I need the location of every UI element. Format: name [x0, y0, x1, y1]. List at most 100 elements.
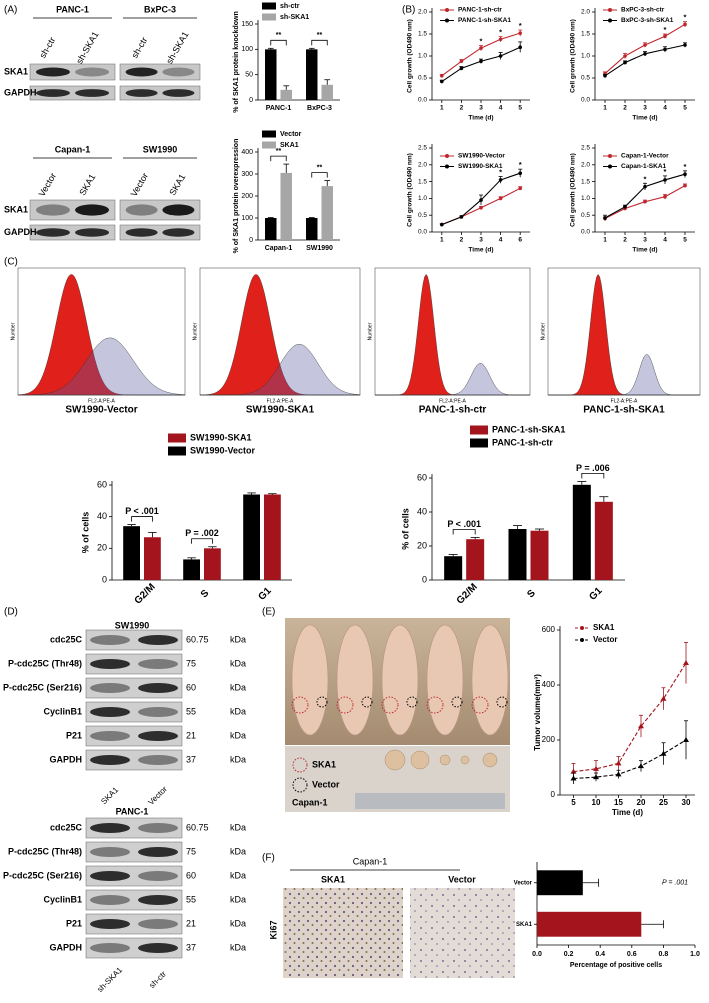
y-tick-label: SKA1	[516, 922, 533, 928]
x-tick-label: 3	[479, 237, 483, 244]
cell-line: SW1990	[143, 144, 178, 154]
y-tick-label: 1.5	[581, 178, 590, 185]
band	[138, 755, 178, 765]
legend-swatch	[262, 141, 276, 149]
band	[90, 683, 130, 693]
size-label: 60.75	[186, 822, 209, 832]
y-tick-label: 0.0	[581, 229, 590, 236]
size-unit: kDa	[230, 658, 246, 668]
marker	[643, 43, 647, 47]
band	[138, 847, 178, 857]
bar	[123, 526, 140, 580]
flow-title: SW1990-SKA1	[246, 405, 315, 416]
legend-label: Vector	[593, 635, 617, 644]
significance-label: *	[684, 162, 687, 171]
row-label: GAPDH	[49, 942, 82, 952]
y-axis-title: % of SKA1 protein overexpression	[233, 139, 240, 254]
marker	[615, 771, 622, 777]
x-tick-label: 5	[571, 798, 576, 807]
y-tick-label: 0	[249, 97, 253, 104]
x-tick-label: 5	[518, 105, 522, 112]
tumor-marker	[336, 696, 354, 714]
size-unit: kDa	[230, 682, 246, 692]
row-label: P-cdc25C (Ser216)	[3, 870, 82, 880]
significance-bracket	[311, 39, 328, 46]
marker	[603, 216, 607, 220]
y-tick-label: 300	[241, 171, 253, 178]
band	[90, 871, 130, 881]
significance-label: *	[644, 174, 647, 183]
legend-circle	[292, 777, 308, 793]
lane-label: sh-ctr	[130, 35, 150, 59]
bar	[572, 484, 591, 580]
size-unit: kDa	[230, 730, 246, 740]
legend-marker	[608, 154, 612, 158]
significance-label: *	[684, 13, 687, 22]
tumor-marker	[316, 696, 328, 708]
marker	[498, 178, 503, 182]
row-label: GAPDH	[4, 87, 37, 97]
size-unit: kDa	[230, 754, 246, 764]
marker	[459, 215, 464, 219]
x-tick-label: S	[525, 588, 538, 601]
panel-label: (A)	[4, 5, 17, 16]
bar	[508, 529, 527, 580]
legend-label: sh-SKA1	[280, 14, 309, 21]
band	[90, 847, 130, 857]
significance-label: *	[499, 28, 502, 37]
marker	[660, 695, 667, 701]
y-tick-label: 100	[241, 215, 253, 222]
band	[90, 659, 130, 669]
band	[138, 919, 178, 929]
x-tick-label: 0.4	[595, 951, 605, 958]
band	[75, 204, 110, 216]
column-label: SKA1	[321, 874, 345, 884]
size-unit: kDa	[230, 822, 246, 832]
y-tick-label: 600	[542, 625, 556, 634]
marker	[663, 194, 667, 199]
bar	[321, 84, 333, 100]
ruler	[355, 793, 505, 809]
marker	[440, 222, 444, 227]
mouse	[291, 624, 329, 736]
x-tick-label: 1.0	[690, 951, 700, 958]
row-label: P21	[66, 730, 82, 740]
y-axis-title: % of SKA1 protein knockdown	[233, 11, 240, 113]
x-tick-label: 4	[499, 105, 503, 112]
marker	[643, 52, 647, 56]
band	[125, 204, 158, 216]
x-tick-label: 2	[623, 237, 627, 244]
ihc-image	[410, 888, 515, 978]
band	[138, 943, 178, 953]
x-tick-label: PANC-1	[266, 105, 292, 112]
legend-circle	[292, 757, 308, 773]
size-unit: kDa	[230, 870, 246, 880]
s-phase	[375, 363, 530, 396]
marker	[518, 186, 522, 191]
flow-x-label: FL2-A:PE-A	[439, 398, 466, 404]
marker	[479, 198, 483, 202]
x-tick-label: 25	[659, 798, 668, 807]
y-tick-label: 1.0	[581, 53, 590, 60]
significance-label: *	[519, 21, 522, 30]
size-unit: kDa	[230, 634, 246, 644]
flow-x-label: FL2-A:PE-A	[611, 398, 638, 404]
x-tick-label: 5	[683, 237, 687, 244]
x-tick-label: 0.2	[564, 951, 574, 958]
marker	[660, 750, 667, 756]
legend-swatch	[168, 433, 186, 443]
band	[138, 707, 178, 717]
lane-label: SKA1	[167, 172, 187, 197]
significance-label: **	[276, 148, 282, 155]
lane-label: sh-ctr	[38, 35, 58, 59]
marker	[479, 59, 483, 64]
bar	[321, 186, 333, 240]
flow-y-label: Number	[540, 322, 546, 340]
legend-label: SW1990-SKA1	[190, 432, 252, 442]
marker	[593, 765, 599, 771]
legend-label: PANC-1-sh-SKA1	[492, 424, 565, 434]
size-unit: kDa	[230, 894, 246, 904]
x-axis-title: Time (d)	[632, 115, 657, 122]
x-tick-label: S	[199, 588, 212, 601]
x-tick-label: 2	[460, 237, 464, 244]
